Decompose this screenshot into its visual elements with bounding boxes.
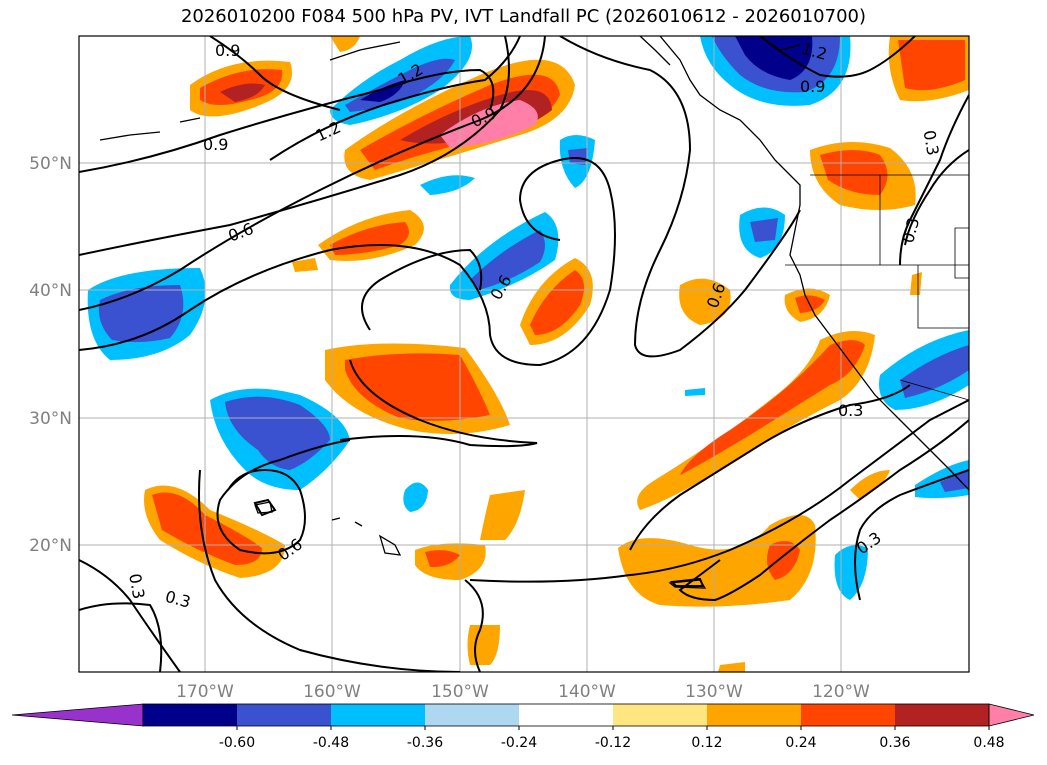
map-title: 2026010200 F084 500 hPa PV, IVT Landfall… — [180, 6, 867, 27]
colorbar-tick-labels: -0.60 -0.48 -0.36 -0.24 -0.12 0.12 0.24 0.36 0.4… — [219, 735, 1005, 751]
map-plot-area: 0.9 1.2 0.9 1.2 0.9 0.6 0.6 0.6 0.9 1.2 … — [79, 36, 969, 672]
contour-label: 0.9 — [203, 135, 228, 154]
contour-label: 0.3 — [838, 401, 863, 420]
lat-tick-label: 30°N — [29, 409, 72, 429]
colorbar-segment — [519, 704, 614, 726]
lon-tick-label: 130°W — [685, 682, 743, 702]
colorbar-tick-label: -0.60 — [219, 735, 255, 751]
lat-tick-label: 50°N — [29, 154, 72, 174]
lat-tick-label: 20°N — [29, 536, 72, 556]
colorbar-extend-min — [11, 703, 144, 727]
lon-tick-label: 150°W — [431, 682, 489, 702]
lon-tick-label: 120°W — [812, 682, 870, 702]
contour-label: 0.6 — [226, 219, 256, 246]
colorbar-segment — [613, 704, 708, 726]
graticule — [79, 36, 969, 672]
contour-label: 0.9 — [800, 77, 825, 96]
colorbar-tick-label: -0.12 — [595, 735, 631, 751]
lon-tick-label: 140°W — [558, 682, 616, 702]
contour-label: 0.3 — [163, 587, 193, 612]
colorbar-tick-label: -0.48 — [313, 735, 349, 751]
colorbar — [11, 703, 1035, 730]
lat-tick-label: 40°N — [29, 281, 72, 301]
colorbar-extend-max — [988, 703, 1035, 727]
contour-label: 0.3 — [125, 572, 148, 600]
colorbar-segment — [895, 704, 990, 726]
political-borders — [785, 174, 969, 401]
pv-contours — [79, 36, 969, 672]
contour-label: 0.3 — [920, 129, 943, 157]
colorbar-segment — [143, 704, 238, 726]
colorbar-tick-label: 0.36 — [879, 735, 910, 751]
colorbar-segment — [237, 704, 332, 726]
colorbar-frame — [142, 703, 990, 727]
colorbar-segment — [331, 704, 426, 726]
latitude-labels: 50°N 40°N 30°N 20°N — [29, 154, 72, 556]
colorbar-segment — [801, 704, 896, 726]
colorbar-tick-label: 0.12 — [691, 735, 722, 751]
map-frame — [78, 35, 970, 673]
positive-anomaly-shading — [144, 36, 969, 672]
colorbar-tick-label: -0.24 — [501, 735, 537, 751]
lon-tick-label: 170°W — [176, 682, 234, 702]
colorbar-segment — [425, 704, 520, 726]
lon-tick-label: 160°W — [303, 682, 361, 702]
contour-label: 0.3 — [898, 216, 923, 246]
colorbar-tick-label: 0.48 — [973, 735, 1004, 751]
colorbar-tick-label: 0.24 — [785, 735, 816, 751]
colorbar-tick-label: -0.36 — [407, 735, 443, 751]
contour-label: 0.9 — [215, 41, 240, 60]
colorbar-segment — [707, 704, 802, 726]
longitude-labels: 170°W 160°W 150°W 140°W 130°W 120°W — [176, 682, 870, 702]
